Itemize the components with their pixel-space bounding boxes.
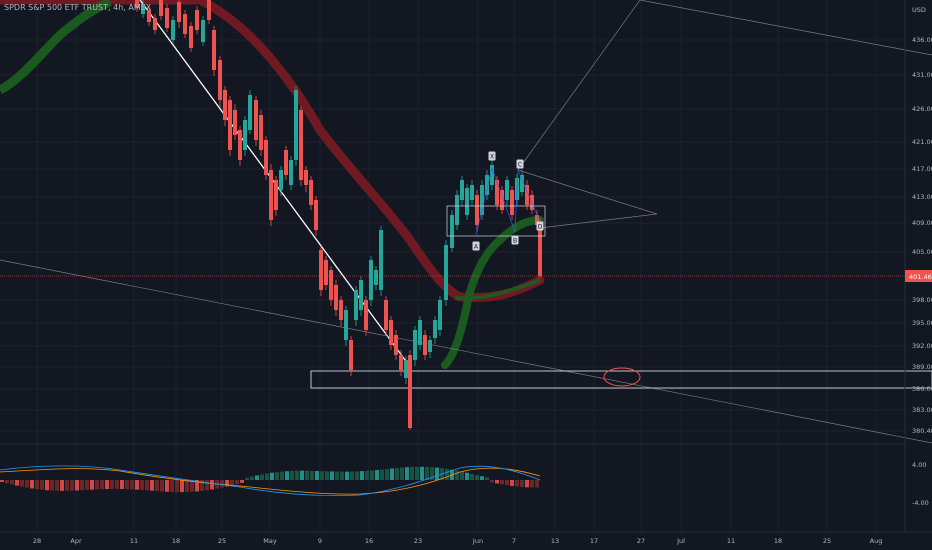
oscillator-histogram	[0, 466, 539, 493]
time-label: 23	[414, 537, 422, 545]
svg-text:D: D	[538, 223, 543, 230]
price-label: 395.00	[912, 319, 932, 327]
time-axis[interactable]: 28 Apr 11 18 25 May 9 16 23 Jun 7 13 17 27 Jul 11 18 25 Au…	[33, 537, 882, 545]
time-label: 18	[172, 537, 180, 545]
svg-text:X: X	[490, 153, 494, 160]
time-label: 11	[727, 537, 735, 545]
svg-text:A: A	[474, 243, 479, 250]
last-price-value: 401.46	[909, 273, 932, 281]
pattern-markers: X A B C D	[472, 151, 544, 251]
ma-ribbon-green-lower	[454, 278, 541, 301]
price-axis[interactable]: USD	[904, 0, 926, 532]
symbol-title[interactable]: SPDR S&P 500 ETF TRUST, 4h, AMEX	[4, 3, 152, 12]
pattern-box[interactable]	[446, 205, 546, 237]
price-label: 405.00	[912, 248, 932, 256]
time-label: 11	[130, 537, 138, 545]
pattern-marker-a: A	[472, 241, 480, 251]
time-label: 27	[637, 537, 645, 545]
ma-ribbon-green-right	[441, 216, 544, 369]
price-label: 436.00	[912, 36, 932, 44]
time-label: Jul	[676, 537, 685, 545]
currency-label: USD	[912, 6, 926, 14]
triangle-pattern[interactable]	[517, 169, 658, 229]
time-label: 25	[823, 537, 831, 545]
oscillator-signal-line	[0, 467, 541, 495]
time-label: 7	[512, 537, 516, 545]
pattern-marker-b: B	[511, 235, 519, 245]
svg-text:C: C	[518, 161, 522, 168]
price-label: 426.00	[912, 105, 932, 113]
upper-channel-line[interactable]	[639, 0, 932, 56]
price-label: 392.00	[912, 342, 932, 350]
time-label: Jun	[472, 537, 483, 545]
time-label: 25	[218, 537, 226, 545]
projection-line[interactable]	[517, 0, 641, 171]
xabcd-pattern-lines[interactable]	[475, 166, 541, 236]
price-label: 380.40	[912, 427, 932, 435]
price-label: 386.00	[912, 385, 932, 393]
pattern-marker-x: X	[488, 151, 496, 161]
price-label: 421.00	[912, 138, 932, 146]
price-label: 383.00	[912, 406, 932, 414]
price-label: 417.00	[912, 165, 932, 173]
svg-text:B: B	[513, 237, 517, 244]
price-label: 431.00	[912, 71, 932, 79]
time-label: 16	[365, 537, 373, 545]
candlestick-series	[135, 0, 542, 430]
ma-ribbon-green-left	[0, 0, 112, 95]
price-label: 413.00	[912, 193, 932, 201]
grid-lines	[0, 0, 905, 532]
time-label: May	[263, 537, 277, 545]
last-price-badge: 401.46	[905, 270, 932, 282]
oscillator-label: 4.00	[912, 461, 926, 469]
time-label: 28	[33, 537, 41, 545]
support-zone-box[interactable]	[310, 370, 932, 389]
target-ellipse[interactable]	[603, 367, 641, 387]
time-label: 18	[774, 537, 782, 545]
oscillator-label: -4.00	[912, 499, 929, 507]
time-label: Apr	[70, 537, 82, 545]
oscillator-axis-labels: 4.00 -4.00	[912, 461, 929, 507]
support-trendline[interactable]	[0, 259, 932, 444]
time-label: 17	[590, 537, 598, 545]
pattern-marker-c: C	[516, 159, 524, 169]
price-label: 409.00	[912, 219, 932, 227]
time-label: Aug	[870, 537, 883, 545]
price-label: 398.00	[912, 296, 932, 304]
price-axis-labels: 436.00 431.00 426.00 421.00 417.00 413.00 409.…	[912, 36, 932, 435]
time-label: 13	[551, 537, 559, 545]
time-label: 9	[318, 537, 322, 545]
pattern-marker-d: D	[536, 221, 544, 231]
oscillator-macd-line	[0, 465, 541, 497]
price-label: 389.00	[912, 363, 932, 371]
